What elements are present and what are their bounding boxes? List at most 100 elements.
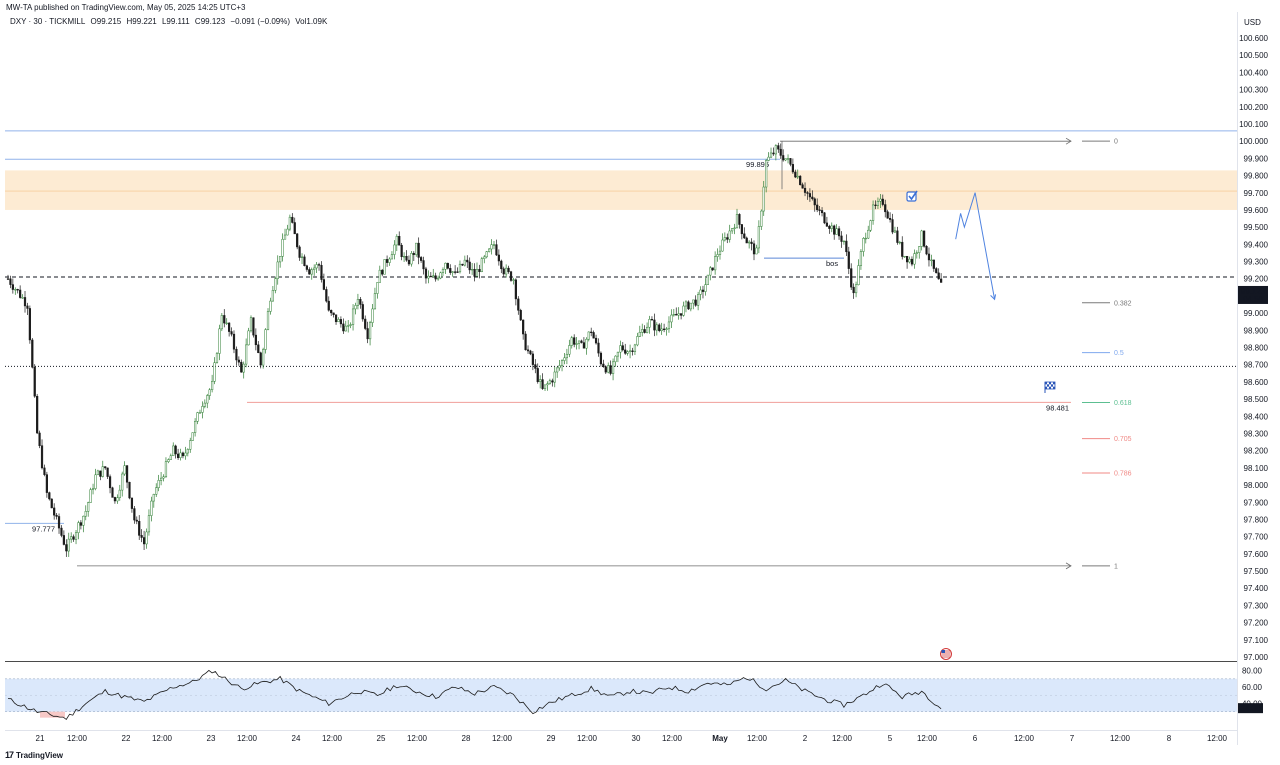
candle [558,360,561,371]
candle-body [313,267,316,270]
level-price-label: 98.481 [1046,403,1069,412]
candle [857,259,860,286]
candle [184,446,187,460]
candle-body [565,353,569,359]
candle [412,251,415,261]
candle-body [247,330,250,346]
candle [920,229,923,251]
candle [72,534,75,542]
candle-body [189,440,192,450]
candle-body [48,492,51,500]
candle [128,481,131,500]
x-tick-label: 12:00 [492,734,513,743]
candle [254,328,257,351]
candle-body [735,214,739,229]
level-price-label: 99.895 [746,160,769,169]
y-tick-label: 97.700 [1244,533,1269,542]
candle [349,322,352,329]
candle [458,260,462,274]
candle [733,223,736,235]
candle-body [266,311,270,330]
candle-body [53,507,56,516]
candle [551,378,554,387]
flag-icon-check [1049,382,1051,385]
candle-body [320,265,323,280]
candle [198,409,202,414]
candle [852,283,855,299]
candle [424,266,428,284]
y-tick-label: 97.300 [1244,601,1269,610]
fib-level-label: 0.5 [1114,350,1124,357]
candle-body [568,345,571,355]
candle-body [179,452,182,458]
candle-body [94,474,97,489]
candle [743,227,746,239]
candle-body [361,304,364,320]
candle [765,158,768,193]
candle [930,254,933,267]
candle [31,338,34,369]
candle-body [852,286,855,294]
candle [11,278,14,294]
candle [235,346,238,366]
candle-body [711,267,714,271]
rsi-oversold-fill [40,711,65,718]
candle-body [398,236,401,246]
candle-body [796,175,799,178]
candle-body [777,145,780,150]
candle-body [847,251,850,269]
y-tick-label: 97.900 [1244,498,1269,507]
candle-body [697,294,700,306]
check-icon [906,190,918,202]
candle [446,262,449,270]
candle [43,464,46,477]
candle [271,286,274,302]
candle-body [164,461,168,478]
candle-body [249,317,253,332]
candle [196,411,199,425]
candle [808,188,812,202]
candle [910,256,914,267]
candle [274,276,277,294]
candle-body [16,289,19,291]
candle [434,272,437,282]
candle-body [128,481,131,499]
candle-body [429,275,432,278]
candle [269,297,272,315]
candle [723,232,726,242]
candle [400,242,403,261]
candle [731,227,734,234]
x-tick-label: 24 [292,734,301,743]
candle [211,374,214,393]
candle-body [765,160,768,188]
candle [886,209,889,219]
candle [573,334,576,348]
x-tick-label: 12:00 [67,734,88,743]
candle [876,197,880,210]
candle [373,287,377,310]
candle-body [531,353,534,365]
candle [871,200,875,225]
candle [456,267,459,273]
candle [541,373,544,390]
candle [687,300,690,310]
candle-body [694,299,697,306]
symbol-name[interactable]: DXY · 30 · TICKMILL [10,17,86,26]
rsi-last-tag-bg [1238,703,1263,714]
candle [750,238,753,251]
candle [850,263,853,290]
tradingview-logo[interactable]: 17 TradingView [5,750,63,760]
tradingview-logo-text: TradingView [16,750,63,760]
candle [366,321,369,344]
candle [580,339,583,344]
candle [410,250,413,267]
candle [711,267,714,272]
candle [801,182,804,189]
candle-body [424,268,428,279]
last-price-tag-bg [1238,285,1268,304]
candle [395,234,398,252]
candle-body [738,214,741,225]
x-tick-label: 12:00 [1207,734,1228,743]
candle [546,381,549,391]
